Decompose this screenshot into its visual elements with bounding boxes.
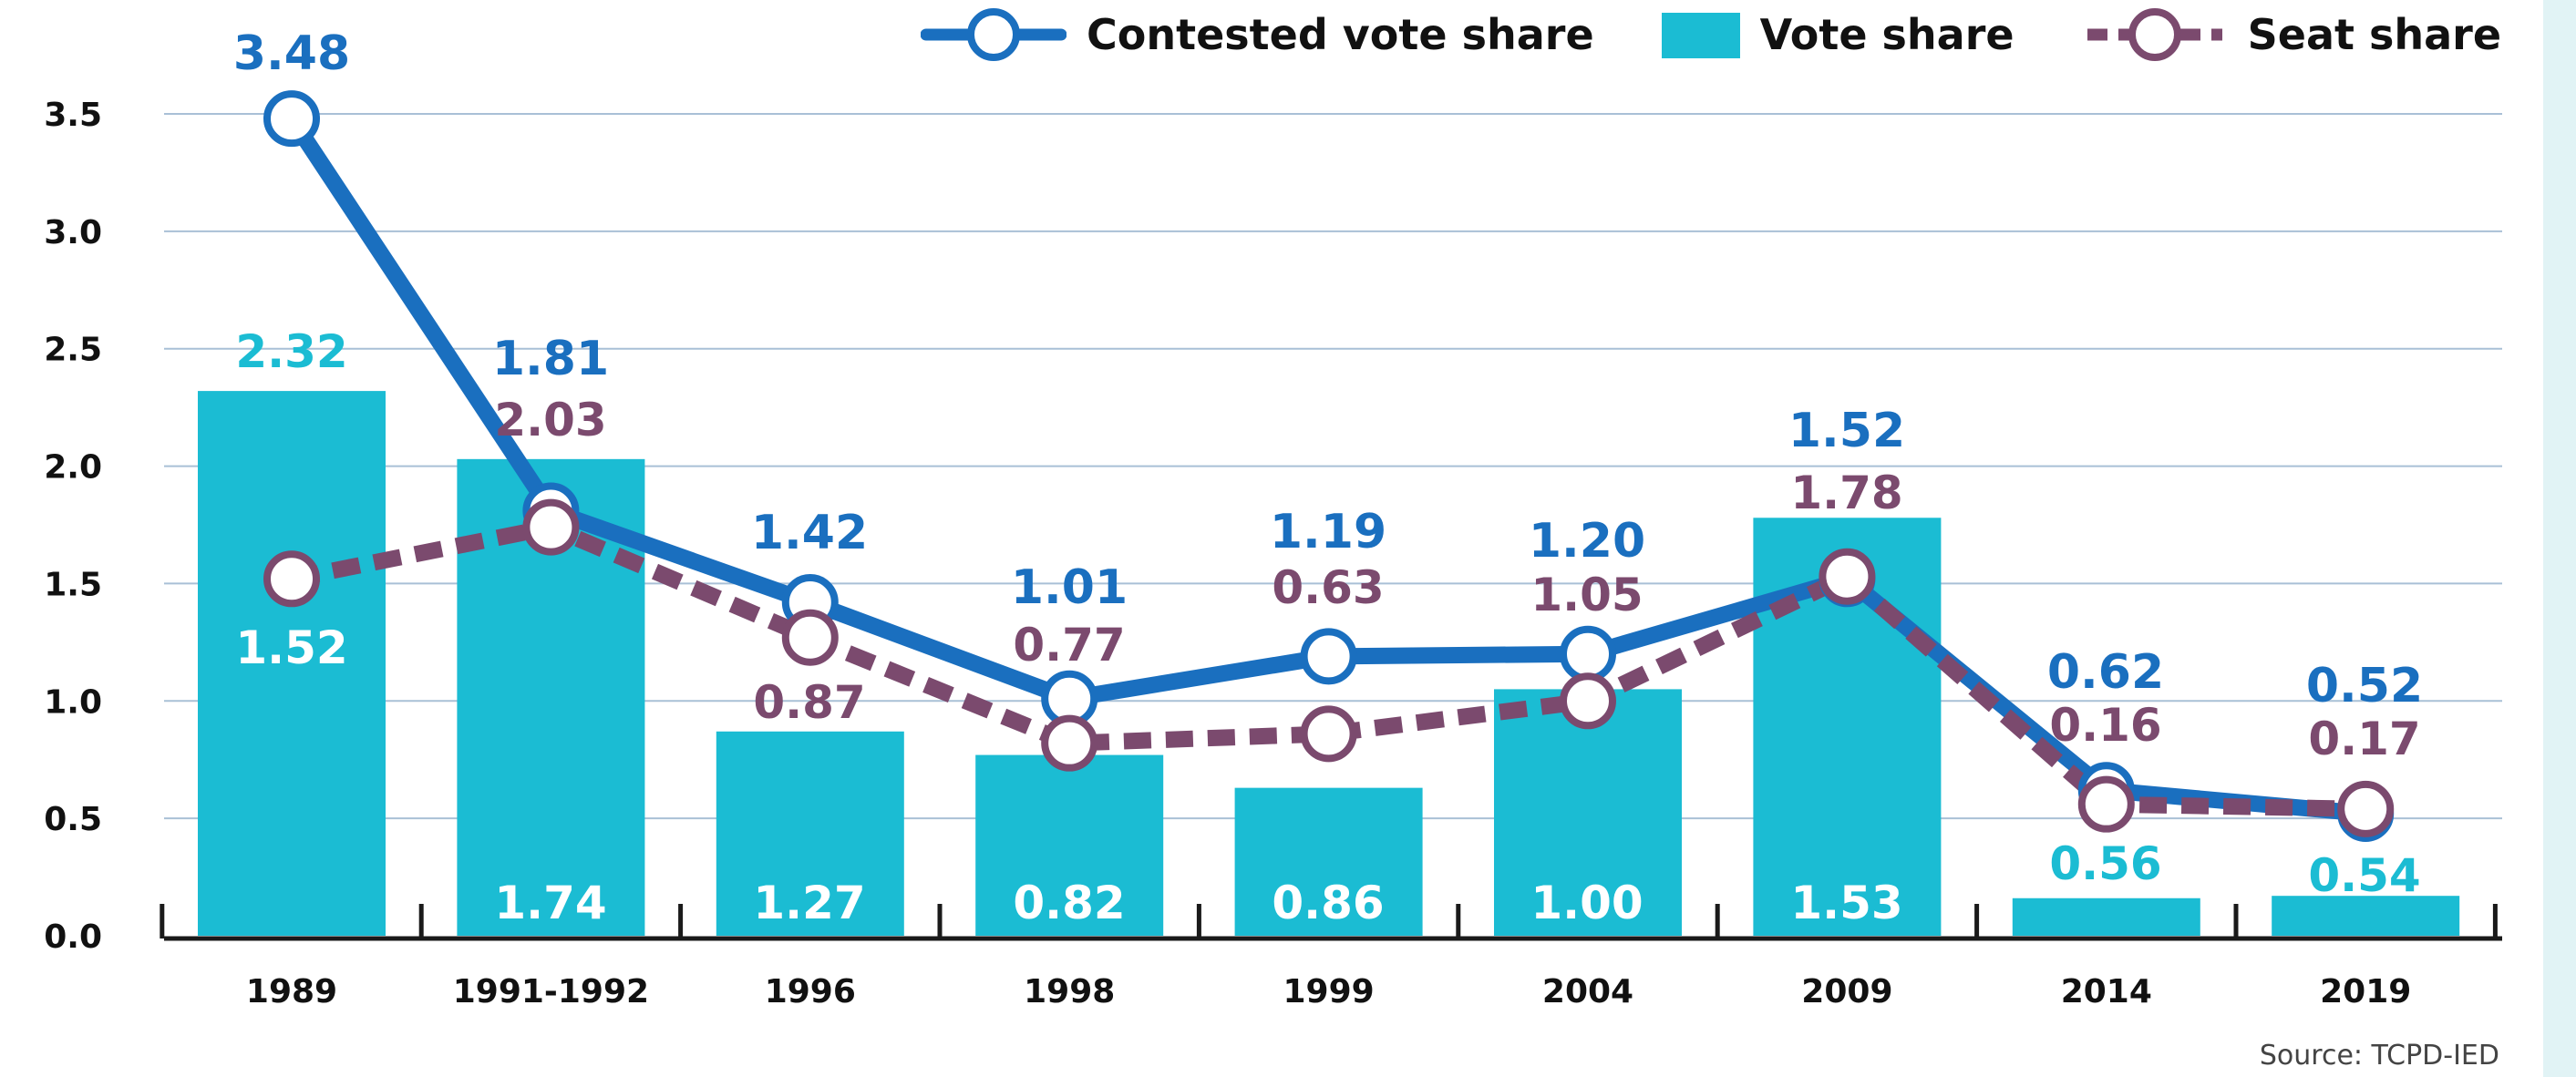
vote-share-label: 0.17 [2308,713,2420,765]
seat-share-point [1041,714,1098,772]
legend-label: Vote share [1759,10,2014,59]
contested-vote-share-label: 0.62 [2047,645,2164,700]
seat-share-label: 1.52 [235,621,347,674]
bar [2272,896,2460,936]
source-note: Source: TCPD-IED [2259,1040,2499,1072]
y-tick-label: 2.5 [44,332,102,369]
seat-share-label: 0.54 [2308,849,2420,902]
side-strip [2543,0,2576,1077]
solid-line-circle-icon [921,8,1066,61]
seat-share-label: 0.86 [1272,877,1384,929]
legend: Contested vote share Vote share Seat sha… [921,0,2501,69]
y-tick-label: 1.0 [44,683,102,721]
vote-share-label: 0.77 [1013,619,1125,672]
seat-share-label: 1.27 [753,877,865,929]
x-tick-label: 1999 [1283,973,1374,1010]
bar [716,731,904,936]
x-tick-label: 1989 [246,973,337,1010]
contested-vote-share-label: 1.01 [1011,560,1128,615]
y-tick-label: 3.5 [44,97,102,134]
bar [2012,898,2200,936]
vote-share-label: 1.78 [1790,467,1902,519]
bar [198,391,386,936]
seat-share-label: 1.00 [1530,877,1643,929]
seat-share-point [1300,705,1357,763]
bar-swatch-icon [1661,13,1740,58]
seat-share-point [263,550,320,608]
seat-share-label: 1.74 [494,877,606,929]
contested-vote-share-label: 1.52 [1788,404,1905,458]
vote-share-label: 2.03 [494,394,606,446]
legend-label: Contested vote share [1087,10,1594,59]
contested-vote-share-label: 3.48 [233,26,350,81]
contested-vote-share-label: 1.20 [1529,514,1645,569]
seat-share-label: 0.56 [2049,837,2161,890]
legend-item-vote-share: Vote share [1661,7,2014,62]
contested-vote-share-point [263,90,320,148]
contested-vote-share-point [1300,628,1357,685]
legend-item-contested-vote-share: Contested vote share [921,7,1594,62]
seat-share-point [2077,775,2135,833]
seat-share-label: 0.82 [1013,877,1125,929]
y-tick-label: 1.5 [44,566,102,603]
bar [975,754,1164,936]
seat-share-point [1819,548,1876,605]
contested-vote-share-label: 1.42 [751,506,868,560]
vote-share-label: 1.05 [1530,569,1643,621]
seat-share-label: 1.53 [1790,877,1902,929]
contested-vote-share-point [1560,625,1616,682]
x-tick-label: 2014 [2061,973,2152,1010]
y-tick-label: 0.5 [44,801,102,838]
seat-share-line [290,518,2366,817]
dashed-line-circle-icon [2087,8,2222,61]
seat-share-point [2337,780,2395,837]
legend-label: Seat share [2247,10,2502,59]
bar [1494,689,1682,936]
x-tick-label: 2009 [1801,973,1892,1010]
vote-share-label: 0.63 [1272,561,1384,614]
y-tick-label: 0.0 [44,918,102,956]
seat-share-point [522,498,580,556]
seat-share-point [1560,672,1616,730]
y-tick-label: 2.0 [44,449,102,487]
contested-vote-share-label: 1.19 [1270,505,1386,559]
x-tick-label: 2019 [2320,973,2411,1010]
contested-vote-share-label: 1.81 [492,332,609,386]
vote-share-label: 2.32 [235,325,347,378]
y-tick-label: 3.0 [44,214,102,251]
vote-share-label: 0.16 [2049,699,2161,752]
seat-share-point [781,609,839,666]
bar [1234,787,1423,936]
vote-share-label: 0.87 [753,676,865,729]
legend-item-seat-share: Seat share [2082,7,2501,62]
x-tick-label: 1996 [765,973,856,1010]
x-tick-label: 1991-1992 [453,973,649,1010]
contested-vote-share-label: 0.52 [2306,659,2423,713]
x-tick-label: 1998 [1024,973,1115,1010]
x-tick-label: 2004 [1542,973,1633,1010]
